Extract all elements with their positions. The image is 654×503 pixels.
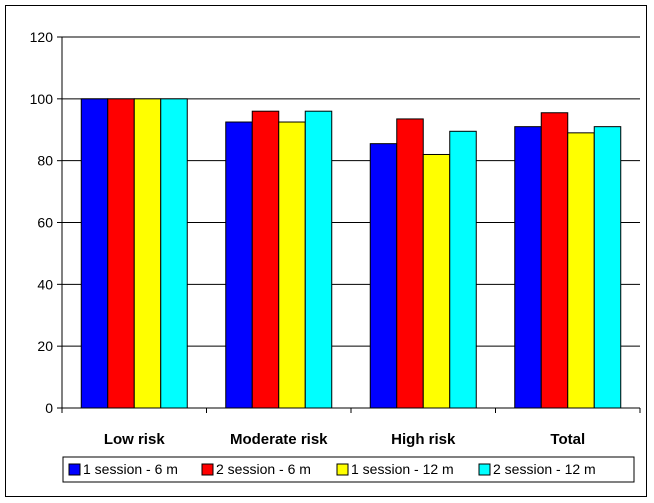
legend-label-2: 2 session - 6 m <box>216 461 311 477</box>
bar-3-4 <box>449 130 477 409</box>
bar-4-4 <box>593 126 622 409</box>
category-label: High risk <box>391 431 456 448</box>
bar-2-1 <box>225 121 253 409</box>
bar-3-3 <box>422 153 451 409</box>
legend-label-3: 1 session - 12 m <box>351 461 454 477</box>
category-label: Moderate risk <box>230 431 328 448</box>
bar-2-2 <box>251 110 280 409</box>
category-label: Total <box>550 431 585 448</box>
bar-2-4 <box>304 110 333 409</box>
bar-1-4 <box>160 98 188 409</box>
y-tick-label: 0 <box>45 400 53 416</box>
y-tick-label: 60 <box>37 215 53 231</box>
y-tick-label: 80 <box>37 153 53 169</box>
bar-4-1 <box>514 126 542 409</box>
bar-3-2 <box>396 118 424 409</box>
y-tick-label: 100 <box>30 91 54 107</box>
y-tick-label: 40 <box>37 276 53 292</box>
bar-1-2 <box>107 98 135 409</box>
legend-swatch-4 <box>478 463 491 476</box>
bar-4-2 <box>540 112 569 409</box>
bar-4-3 <box>567 132 595 409</box>
bar-3-1 <box>369 143 398 409</box>
legend-label-1: 1 session - 6 m <box>83 461 178 477</box>
bar-1-1 <box>80 98 109 409</box>
category-label: Low risk <box>104 431 166 448</box>
y-tick-label: 20 <box>37 338 53 354</box>
legend-label-4: 2 session - 12 m <box>493 461 596 477</box>
y-tick-label: 120 <box>30 29 54 45</box>
bar-1-3 <box>133 98 162 409</box>
legend-swatch-3 <box>336 463 349 476</box>
legend-swatch-2 <box>201 463 214 476</box>
bar-2-3 <box>278 121 306 409</box>
legend-swatch-1 <box>68 463 81 476</box>
